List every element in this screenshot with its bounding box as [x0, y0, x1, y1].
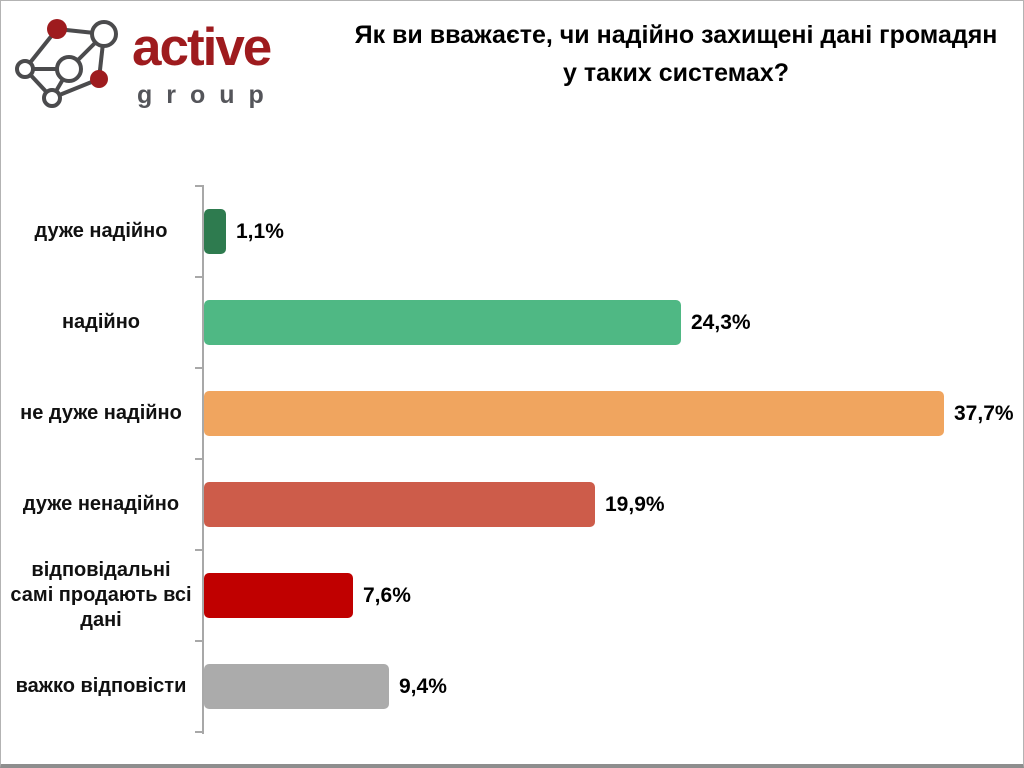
category-label: важко відповісти — [15, 675, 187, 697]
bar — [204, 664, 389, 709]
category-label: надійно — [61, 311, 141, 333]
axis-tick — [195, 458, 203, 460]
chart-title-line1: Як ви вважаєте, чи надійно захищені дані… — [354, 21, 998, 49]
value-label: 19,9% — [605, 492, 665, 516]
active-group-logo-icon — [15, 19, 118, 108]
category-label: дуже надійно — [34, 220, 168, 242]
logo-wordmark: active group — [132, 21, 278, 108]
value-label: 24,3% — [691, 310, 751, 334]
category-label: не дуже надійно — [20, 402, 182, 424]
bar — [204, 209, 226, 254]
value-label: 7,6% — [363, 583, 411, 607]
value-label: 37,7% — [954, 401, 1014, 425]
logo-text-group: group — [137, 81, 278, 109]
chart-title-line2: у таких системах? — [563, 58, 789, 87]
y-axis-line — [202, 185, 204, 734]
axis-tick — [195, 549, 203, 551]
bar — [204, 482, 595, 527]
axis-tick — [195, 276, 203, 278]
value-label: 9,4% — [399, 674, 447, 698]
value-label: 1,1% — [236, 219, 284, 243]
category-label: відповідальні самі продають всі дані — [10, 559, 192, 631]
bar — [204, 300, 681, 345]
bar — [204, 391, 944, 436]
axis-tick — [195, 640, 203, 642]
logo-text-active: active — [132, 18, 272, 77]
axis-tick — [195, 367, 203, 369]
axis-tick — [195, 185, 203, 187]
chart-title: Як ви вважаєте, чи надійно захищені дані… — [331, 17, 1021, 92]
axis-tick — [195, 731, 203, 733]
category-label: дуже ненадійно — [22, 493, 180, 515]
bar — [204, 573, 353, 618]
